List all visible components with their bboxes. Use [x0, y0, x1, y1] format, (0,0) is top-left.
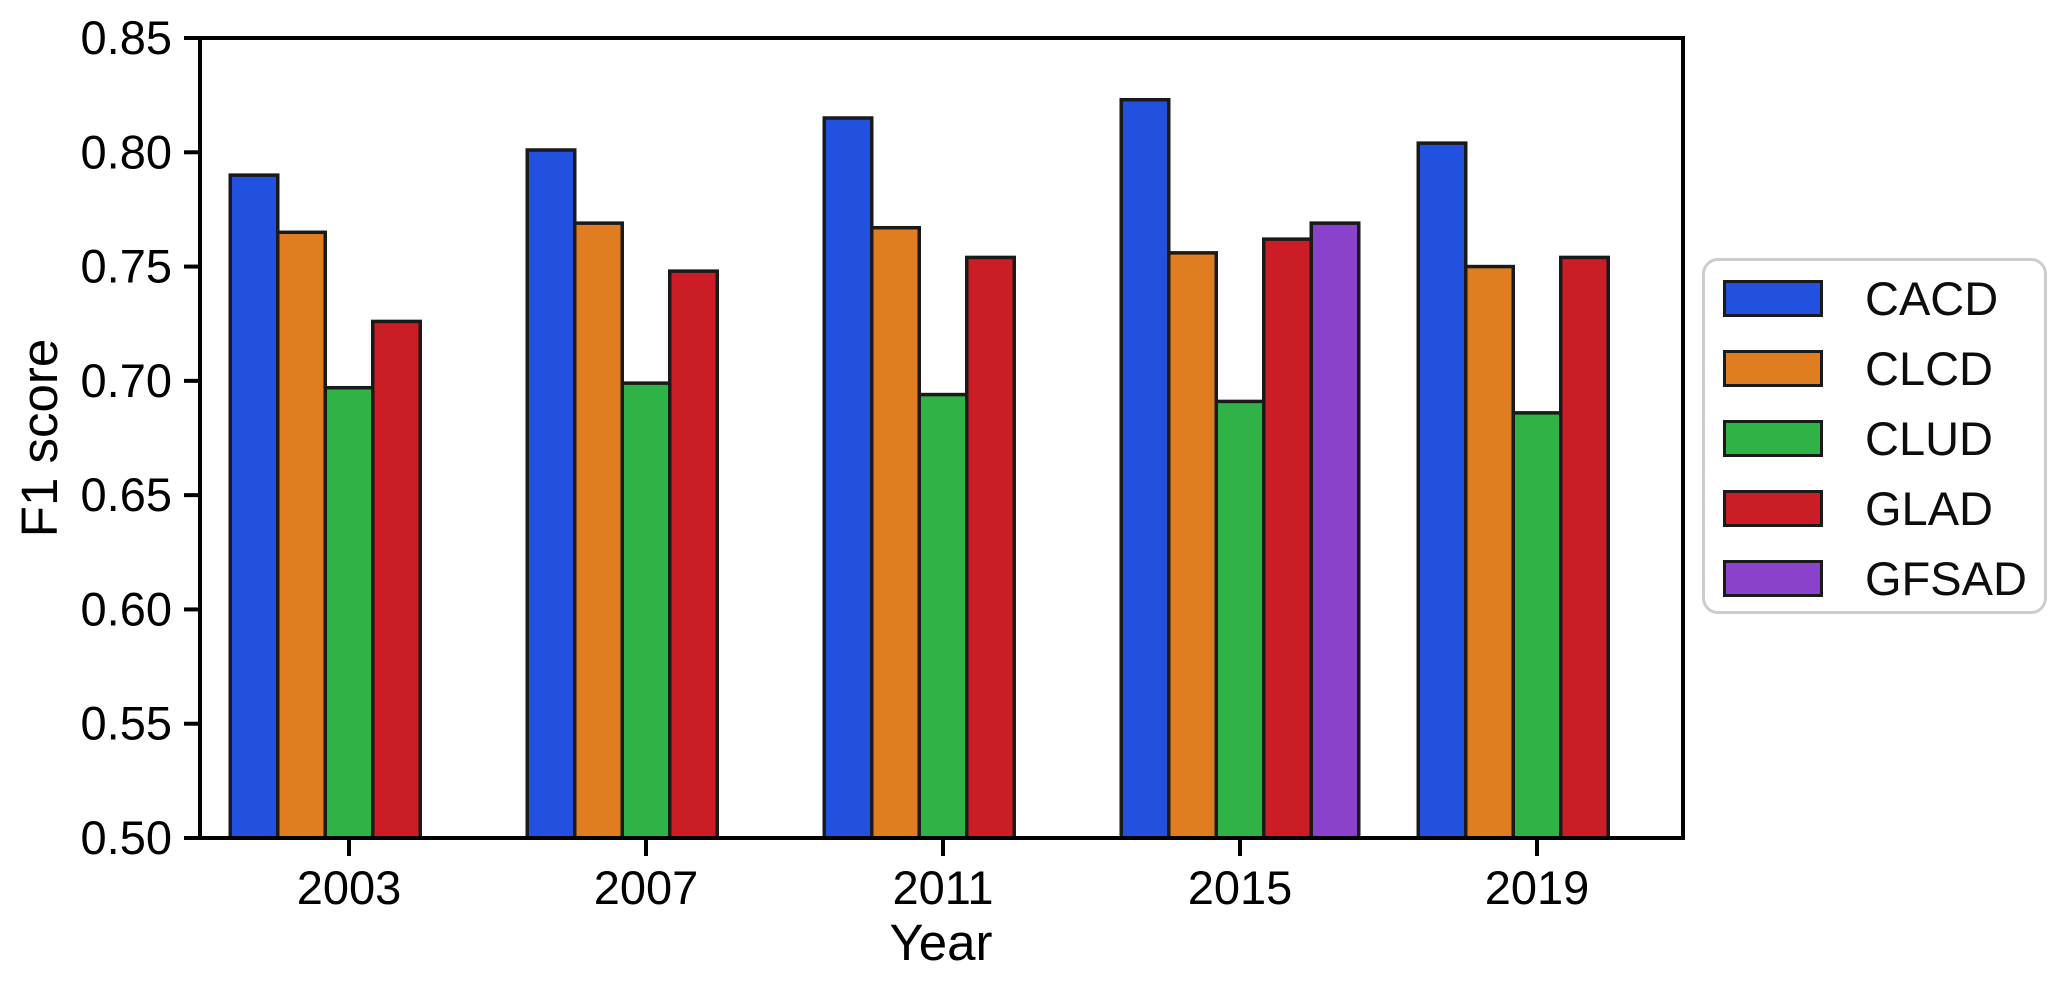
- legend-swatch-GFSAD: [1723, 559, 1823, 597]
- bar-CLCD-2011: [870, 225, 921, 840]
- y-tick-label: 0.60: [81, 582, 172, 635]
- y-tick-label: 0.75: [81, 240, 172, 293]
- bar-CLCD-2015: [1167, 251, 1218, 840]
- bar-CLCD-2019: [1464, 264, 1515, 840]
- legend-label-CLCD: CLCD: [1865, 341, 1993, 395]
- bars-layer: [228, 97, 1610, 840]
- legend-label-CLUD: CLUD: [1865, 411, 1993, 465]
- bar-GLAD-2003: [371, 319, 422, 840]
- y-tick-label: 0.50: [81, 811, 172, 864]
- bar-CACD-2003: [228, 173, 280, 840]
- x-tick-label-2019: 2019: [1485, 861, 1590, 914]
- legend-swatch-CLCD: [1723, 349, 1823, 387]
- legend-swatch-CACD: [1723, 279, 1823, 317]
- y-tick-label: 0.55: [81, 697, 172, 750]
- bar-CACD-2007: [525, 148, 577, 840]
- legend-item-CLUD: CLUD: [1723, 403, 2044, 473]
- x-tick-label-2011: 2011: [892, 861, 993, 914]
- x-tick-label-2003: 2003: [297, 861, 402, 914]
- legend-item-GFSAD: GFSAD: [1723, 543, 2044, 613]
- ticks-layer: 0.50 0.55 0.60 0.65 0.70 0.75 0.80 0.85 2003 2007…: [81, 11, 1590, 914]
- bar-GLAD-2015: [1262, 237, 1313, 840]
- bar-CACD-2011: [822, 116, 874, 840]
- bar-CACD-2015: [1119, 97, 1171, 840]
- bar-CLCD-2003: [276, 230, 327, 840]
- bar-GLAD-2019: [1559, 255, 1610, 840]
- bar-GLAD-2011: [965, 255, 1016, 840]
- bar-GLAD-2007: [668, 269, 719, 840]
- x-tick-label-2007: 2007: [594, 861, 699, 914]
- bar-CLUD-2019: [1511, 411, 1563, 840]
- x-tick-label-2015: 2015: [1188, 861, 1293, 914]
- bar-CLUD-2015: [1214, 399, 1266, 840]
- bar-CLUD-2003: [323, 385, 375, 840]
- bar-CLCD-2007: [573, 221, 624, 840]
- legend-label-CACD: CACD: [1865, 271, 1999, 325]
- legend-label-GFSAD: GFSAD: [1865, 551, 2027, 605]
- x-axis-label: Year: [889, 914, 992, 971]
- bar-CACD-2019: [1416, 141, 1468, 840]
- bar-GFSAD-2015: [1309, 221, 1361, 840]
- bar-CLUD-2007: [620, 381, 672, 840]
- legend-item-CACD: CACD: [1723, 263, 2044, 333]
- legend-label-GLAD: GLAD: [1865, 481, 1993, 535]
- legend-swatch-CLUD: [1723, 419, 1823, 457]
- y-tick-label: 0.80: [81, 125, 172, 178]
- legend-swatch-GLAD: [1723, 489, 1823, 527]
- y-axis-label: F1 score: [11, 339, 68, 537]
- y-tick-label: 0.70: [81, 354, 172, 407]
- bar-CLUD-2011: [917, 392, 969, 840]
- legend-box: CACD CLCD CLUD GLAD GFSAD: [1702, 258, 2047, 614]
- y-tick-label: 0.85: [81, 11, 172, 64]
- legend-item-CLCD: CLCD: [1723, 333, 2044, 403]
- plot-area-border: [198, 36, 1685, 840]
- legend-item-GLAD: GLAD: [1723, 473, 2044, 543]
- y-tick-label: 0.65: [81, 468, 172, 521]
